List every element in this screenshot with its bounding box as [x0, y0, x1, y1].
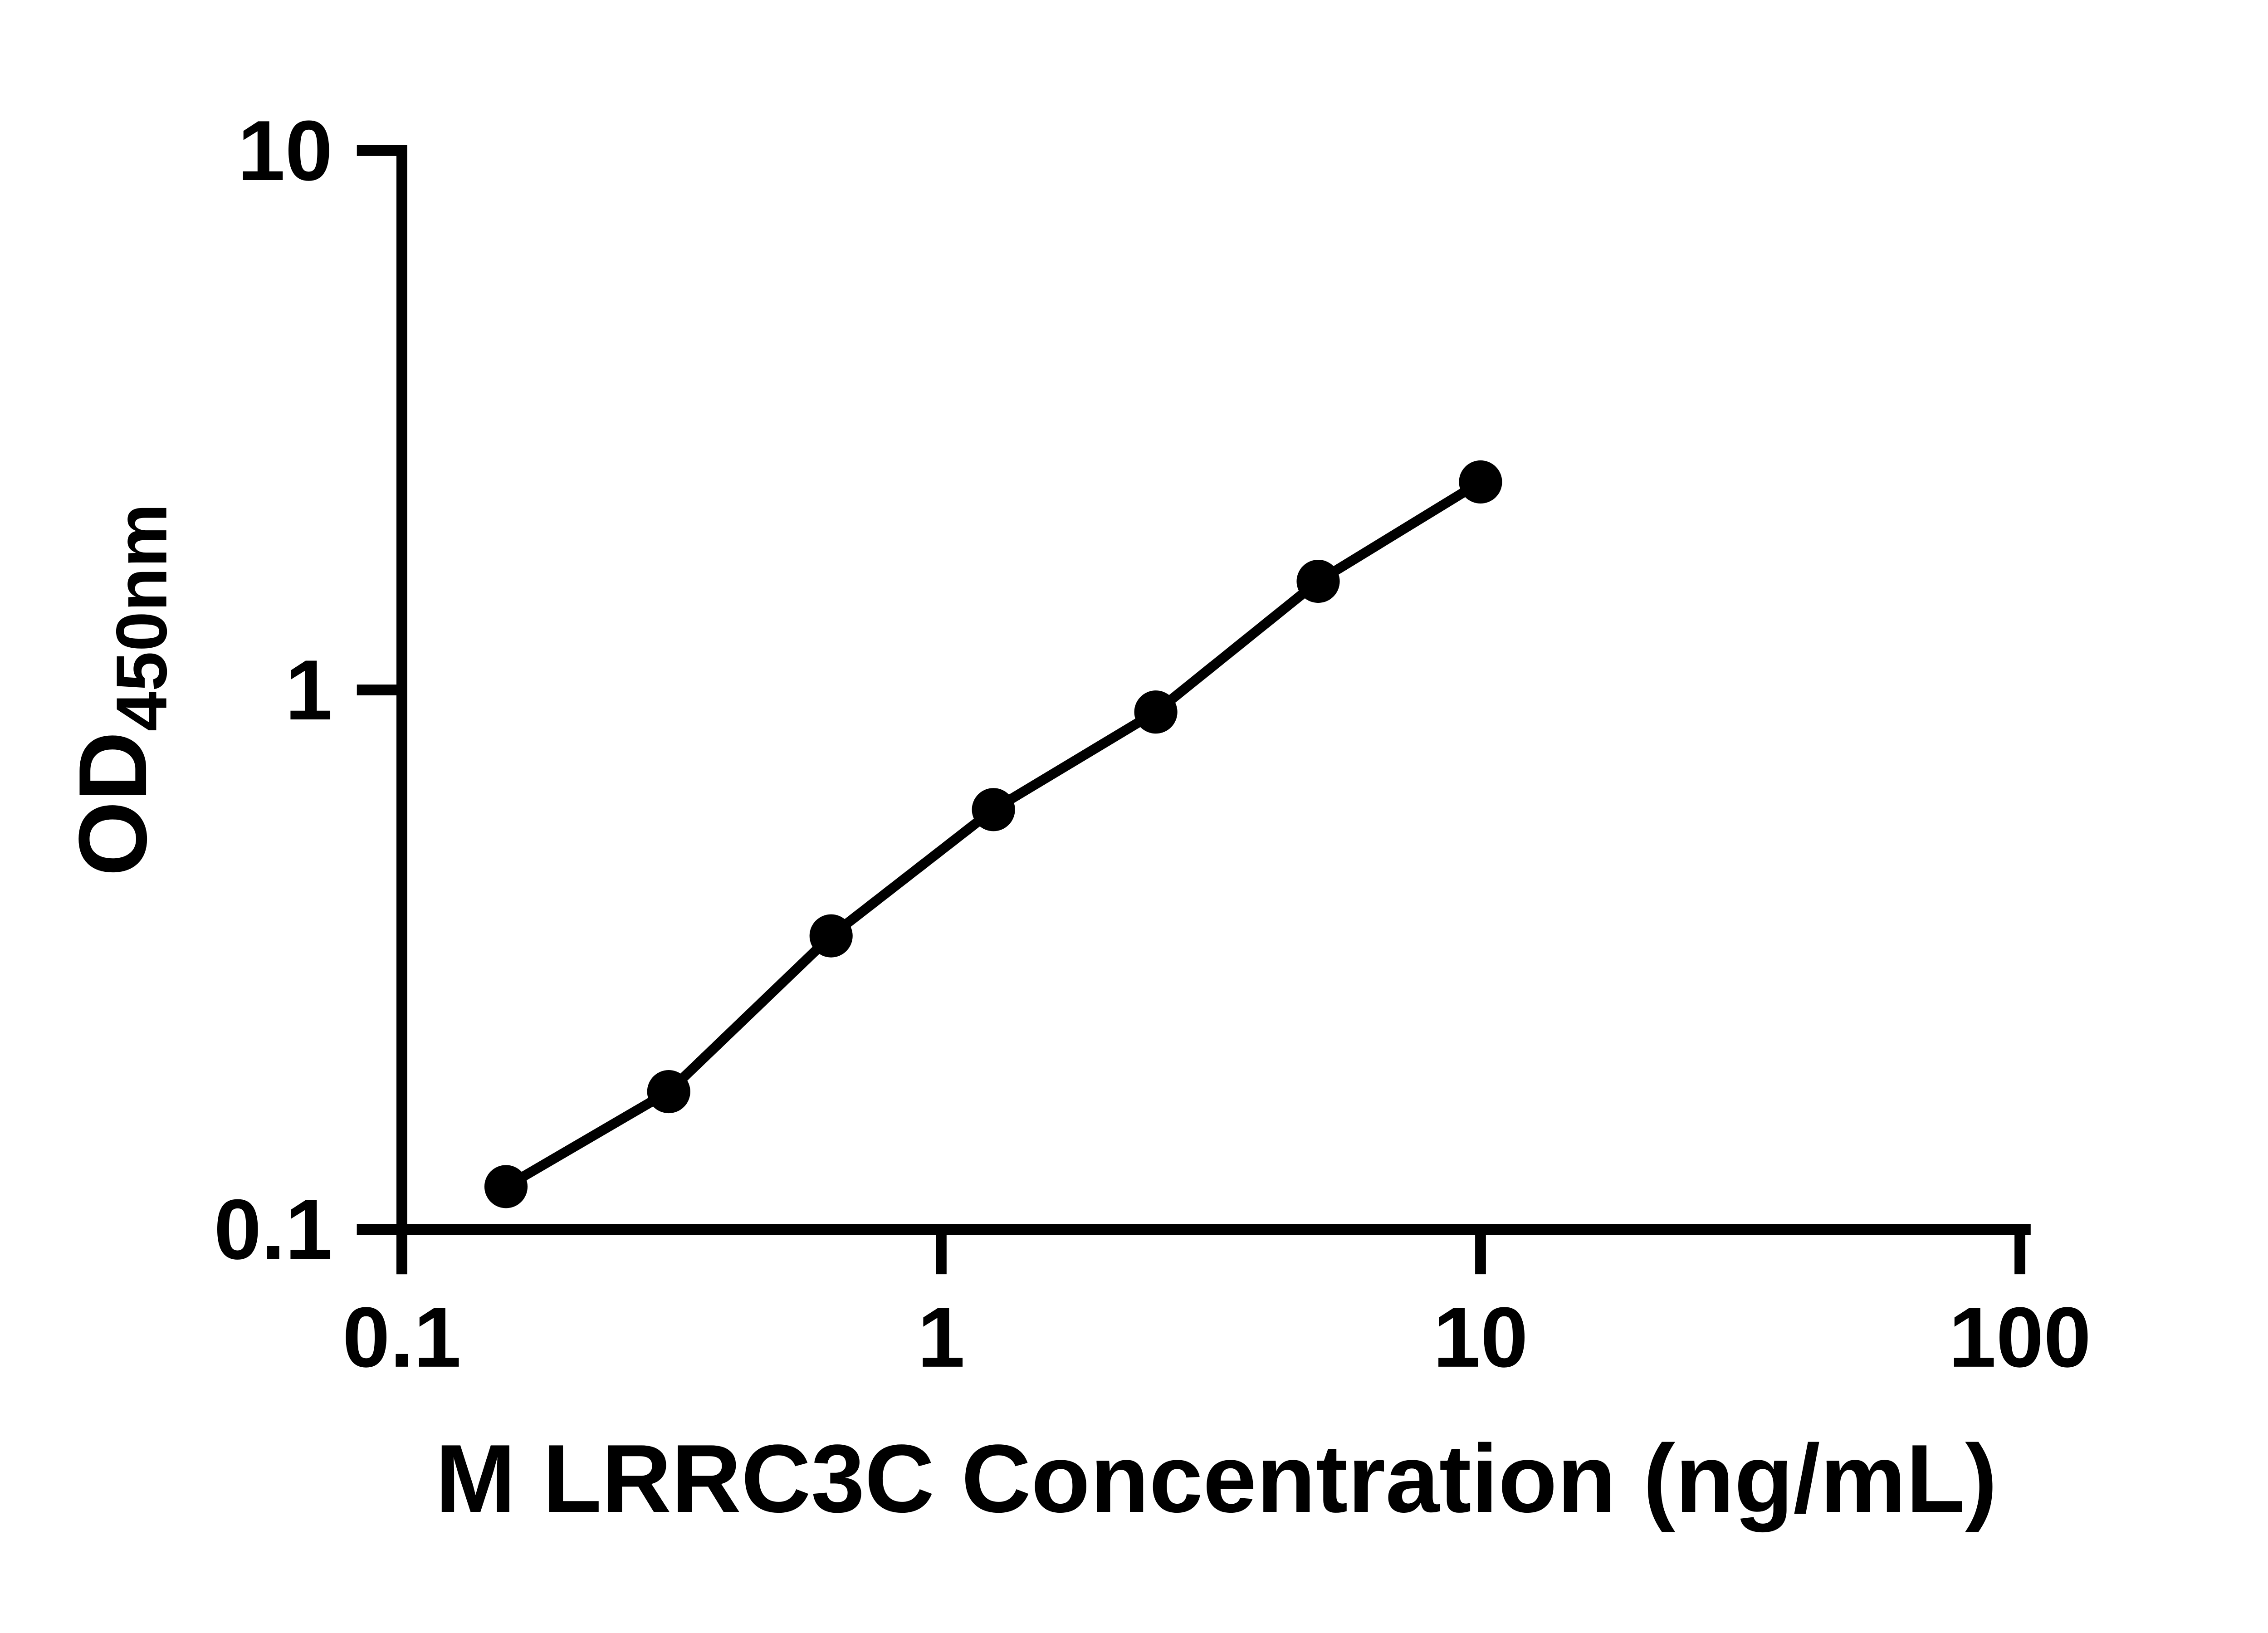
x-tick-label: 0.1	[342, 1290, 461, 1385]
x-tick-label: 10	[1433, 1290, 1528, 1385]
y-tick-label: 1	[285, 642, 333, 738]
x-tick-label: 100	[1949, 1290, 2091, 1385]
y-axis-title-subscript: 450nm	[101, 504, 182, 731]
data-point	[1134, 690, 1178, 734]
data-point	[1296, 559, 1340, 603]
data-point	[972, 788, 1015, 831]
y-tick-label: 10	[238, 103, 332, 198]
data-point	[809, 914, 853, 958]
data-point	[647, 1070, 690, 1114]
data-point	[484, 1165, 528, 1208]
y-axis-title-main: OD	[59, 731, 167, 876]
x-axis-title: M LRRC3C Concentration (ng/mL)	[435, 1425, 1998, 1533]
data-point	[1459, 460, 1502, 504]
y-tick-label: 0.1	[214, 1182, 333, 1277]
x-tick-label: 1	[918, 1290, 965, 1385]
y-axis-title: OD450nm	[59, 504, 182, 876]
